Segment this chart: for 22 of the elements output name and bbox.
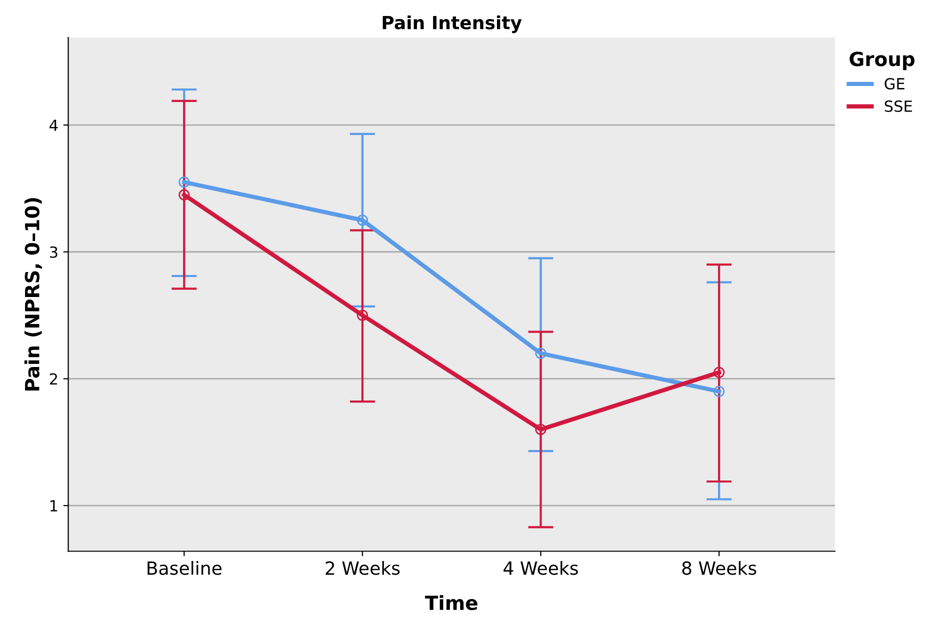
y-tick-label: 1 (50, 500, 58, 512)
x-tick-label: 4 Weeks (504, 560, 578, 575)
y-axis-title: Pain (NPRS, 0–10) (24, 198, 42, 391)
x-tick-label: Baseline (148, 560, 222, 575)
y-tick-label: 2 (50, 373, 58, 385)
point (356, 214, 368, 226)
point (356, 310, 368, 321)
legend-title: Group (850, 52, 914, 70)
point (714, 386, 725, 397)
point (178, 189, 190, 200)
legend-label: SSE (884, 100, 912, 112)
y-tick-label: 4 (50, 120, 58, 131)
x-tick-label: 2 Weeks (326, 560, 400, 575)
y-tick-label: 3 (50, 246, 58, 258)
point (714, 366, 725, 378)
x-tick-label: 8 Weeks (682, 560, 756, 575)
x-axis-title: Time (425, 595, 478, 610)
point (178, 176, 190, 188)
point (535, 424, 546, 436)
point (535, 348, 546, 359)
chart-title: Pain Intensity (382, 15, 522, 34)
legend-label: GE (884, 78, 904, 90)
